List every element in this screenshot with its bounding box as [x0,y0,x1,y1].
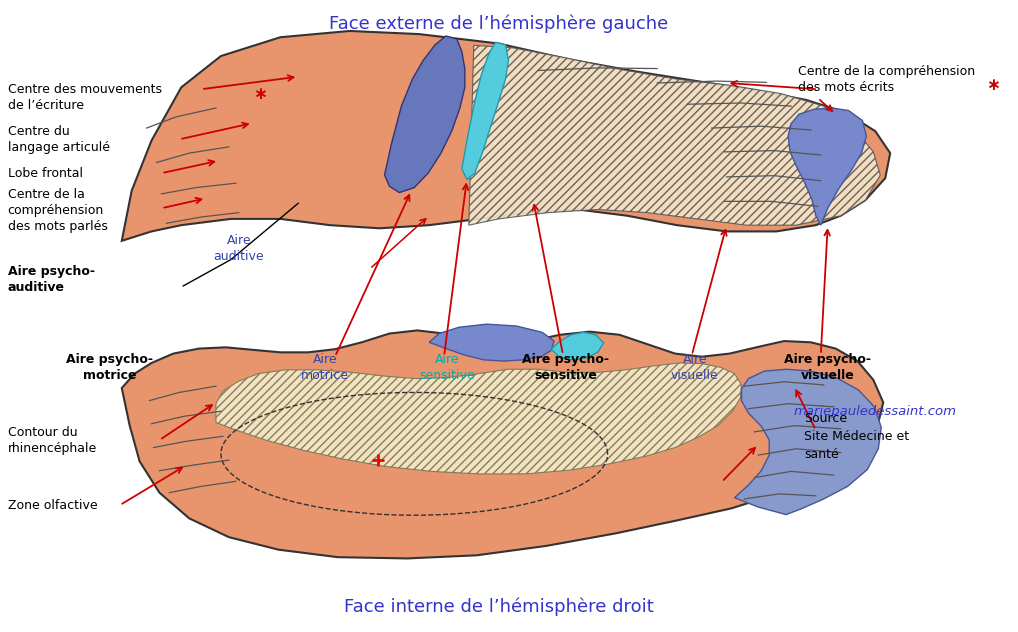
Polygon shape [122,31,890,241]
Polygon shape [551,332,604,360]
Text: Zone olfactive: Zone olfactive [8,499,98,512]
Text: Centre de la compréhension
des mots écrits: Centre de la compréhension des mots écri… [798,64,975,94]
Text: Centre du
langage articulé: Centre du langage articulé [8,125,110,154]
Text: mariepauledessaint.com: mariepauledessaint.com [794,404,957,418]
Text: Centre de la
compréhension
des mots parlés: Centre de la compréhension des mots parl… [8,188,108,233]
Text: Aire
auditive: Aire auditive [214,234,264,263]
Text: Centre des mouvements
de l’écriture: Centre des mouvements de l’écriture [8,83,162,112]
Text: Contour du
rhinencéphale: Contour du rhinencéphale [8,425,97,454]
Polygon shape [122,331,884,559]
Polygon shape [430,324,554,361]
Polygon shape [469,46,881,225]
Polygon shape [735,369,882,514]
Text: ∗: ∗ [252,85,267,102]
Polygon shape [462,42,508,179]
Text: Aire psycho-
visuelle: Aire psycho- visuelle [784,353,871,382]
Text: Aire psycho-
auditive: Aire psycho- auditive [8,265,95,294]
Text: Face interne de l’hémisphère droit: Face interne de l’hémisphère droit [344,598,654,616]
Text: Aire
motrice: Aire motrice [301,353,349,382]
Polygon shape [216,363,741,474]
Text: ∗: ∗ [986,76,1001,94]
Text: Aire psycho-
motrice: Aire psycho- motrice [66,353,154,382]
Polygon shape [385,36,465,193]
Text: Aire
sensitive: Aire sensitive [419,353,474,382]
Text: Lobe frontal: Lobe frontal [8,167,82,179]
Text: Face externe de l’hémisphère gauche: Face externe de l’hémisphère gauche [329,14,668,33]
Text: Aire psycho-
sensitive: Aire psycho- sensitive [522,353,610,382]
Polygon shape [788,108,866,225]
Text: Source
Site Médecine et
santé: Source Site Médecine et santé [804,412,909,461]
Text: Aire
visuelle: Aire visuelle [671,353,719,382]
